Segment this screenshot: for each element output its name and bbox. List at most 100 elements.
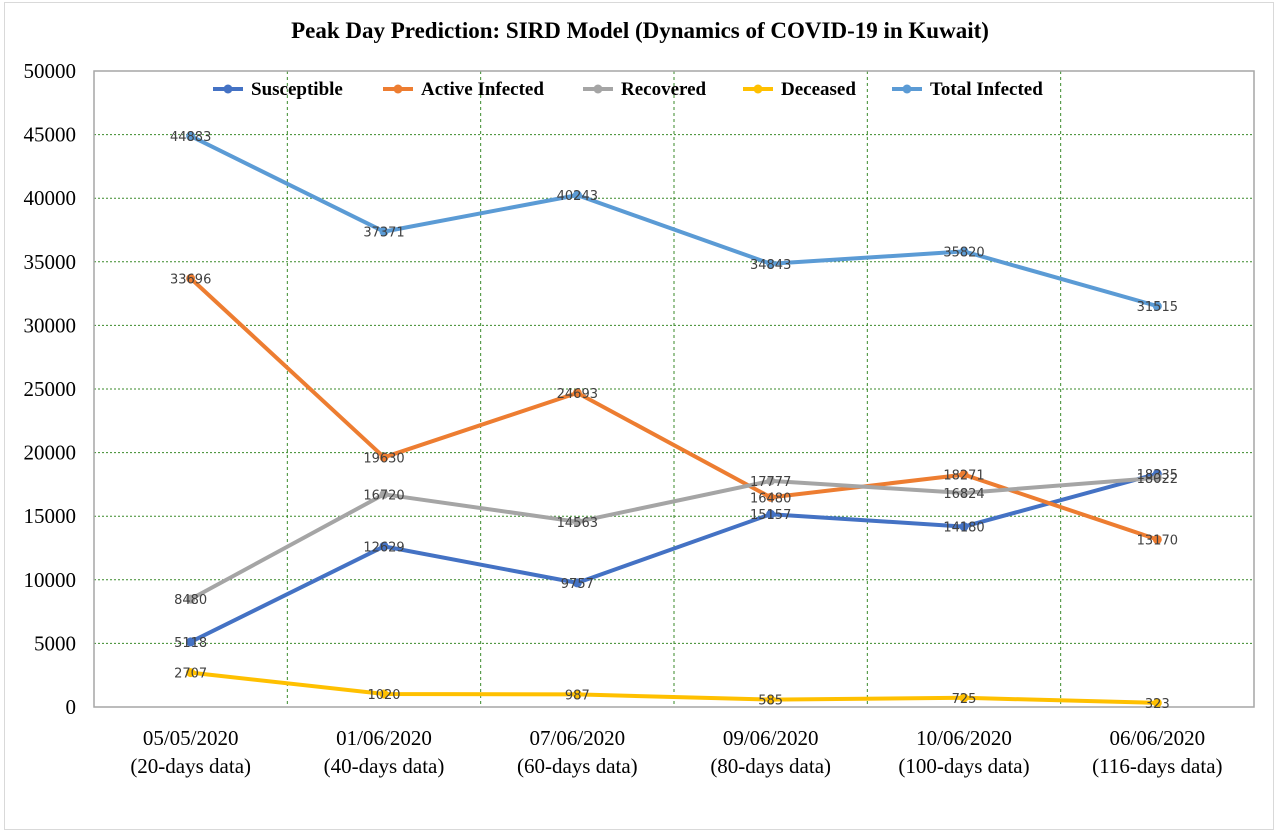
data-point-susceptible (572, 578, 582, 588)
legend-label-active-infected: Active Infected (421, 79, 544, 100)
data-label-total-infected: 40243 (557, 189, 598, 204)
legend-marker-susceptible (223, 84, 233, 94)
data-label-active-infected: 33696 (170, 272, 211, 287)
legend-label-deceased: Deceased (781, 79, 856, 100)
x-tick-label: 05/05/2020 (143, 726, 239, 750)
x-tick-sublabel: (20-days data) (130, 754, 251, 778)
x-tick-label: 09/06/2020 (723, 726, 819, 750)
data-label-recovered: 18022 (1137, 472, 1178, 487)
data-point-active-infected (379, 452, 389, 462)
series-line-recovered (188, 475, 1160, 602)
data-point-susceptible (186, 637, 196, 647)
data-label-deceased: 725 (952, 692, 977, 707)
data-label-recovered: 16824 (943, 487, 984, 502)
data-point-deceased (572, 689, 582, 699)
data-label-total-infected: 37371 (363, 226, 404, 241)
legend-label-susceptible: Susceptible (251, 79, 343, 100)
data-point-recovered (572, 517, 582, 527)
data-label-active-infected: 18271 (943, 469, 984, 484)
y-tick-label: 40000 (24, 186, 77, 210)
legend: Susceptible Active Infected Recovered Decea… (213, 79, 1043, 100)
data-point-recovered (766, 476, 776, 486)
y-tick-label: 50000 (24, 59, 77, 83)
x-tick-sublabel: (100-days data) (898, 754, 1029, 778)
y-tick-label: 10000 (24, 568, 77, 592)
data-point-deceased (379, 689, 389, 699)
data-point-total-infected (572, 190, 582, 200)
data-point-active-infected (959, 470, 969, 480)
data-label-deceased: 2707 (174, 667, 207, 682)
legend-marker-total-infected (902, 84, 912, 94)
legend-label-total-infected: Total Infected (930, 79, 1043, 100)
data-point-recovered (1152, 473, 1162, 483)
x-axis: 05/05/2020 (20-days data) 01/06/2020 (40-da… (130, 726, 1222, 778)
series-lines (188, 134, 1160, 705)
data-point-recovered (186, 594, 196, 604)
data-labels: 5118 12629 9757 15157 14180 18335 33696 19630 24… (170, 130, 1178, 712)
data-label-recovered: 14563 (557, 516, 598, 531)
x-tick-label: 01/06/2020 (336, 726, 432, 750)
series-line-total-infected (188, 134, 1160, 309)
y-tick-label: 45000 (24, 123, 77, 147)
data-label-deceased: 585 (758, 694, 783, 709)
data-label-susceptible: 15157 (750, 508, 791, 523)
x-tick-label: 06/06/2020 (1109, 726, 1205, 750)
data-label-recovered: 16720 (363, 488, 404, 503)
data-label-recovered: 17777 (750, 475, 791, 490)
data-label-susceptible: 14180 (943, 521, 984, 536)
data-label-recovered: 8480 (174, 593, 207, 608)
data-label-active-infected: 24693 (557, 387, 598, 402)
data-label-total-infected: 44883 (170, 130, 211, 145)
y-tick-label: 35000 (24, 250, 77, 274)
legend-marker-recovered (593, 84, 603, 94)
y-axis: 0 5000 10000 15000 20000 25000 30000 35000 40000… (24, 59, 77, 719)
data-label-susceptible: 12629 (363, 540, 404, 555)
data-point-active-infected (1152, 534, 1162, 544)
y-tick-label: 20000 (24, 441, 77, 465)
data-point-active-infected (186, 273, 196, 283)
series-line-active-infected (188, 276, 1160, 542)
data-point-deceased (959, 693, 969, 703)
x-tick-sublabel: (80-days data) (710, 754, 831, 778)
data-label-susceptible: 9757 (561, 577, 594, 592)
legend-label-recovered: Recovered (621, 79, 707, 100)
data-label-susceptible: 18335 (1137, 468, 1178, 483)
data-point-recovered (959, 488, 969, 498)
data-point-susceptible (959, 522, 969, 532)
data-label-active-infected: 16480 (750, 491, 791, 506)
data-point-susceptible (766, 509, 776, 519)
series-line-susceptible (188, 471, 1160, 644)
chart-title: Peak Day Prediction: SIRD Model (Dynamic… (291, 18, 989, 43)
data-point-recovered (379, 489, 389, 499)
x-tick-label: 07/06/2020 (529, 726, 625, 750)
data-label-total-infected: 34843 (750, 258, 791, 273)
y-tick-label: 30000 (24, 313, 77, 337)
legend-marker-deceased (753, 84, 763, 94)
data-point-total-infected (1152, 301, 1162, 311)
x-tick-sublabel: (60-days data) (517, 754, 638, 778)
data-point-total-infected (959, 246, 969, 256)
data-label-active-infected: 13170 (1137, 533, 1178, 548)
x-tick-sublabel: (116-days data) (1092, 754, 1222, 778)
data-label-active-infected: 19630 (363, 451, 404, 466)
x-tick-sublabel: (40-days data) (324, 754, 445, 778)
data-point-total-infected (186, 131, 196, 141)
legend-marker-active-infected (393, 84, 403, 94)
data-point-total-infected (766, 259, 776, 269)
data-point-deceased (1152, 698, 1162, 708)
y-tick-label: 25000 (24, 377, 77, 401)
series-line-deceased (188, 670, 1160, 705)
data-point-susceptible (379, 541, 389, 551)
grid (94, 71, 1254, 707)
data-label-total-infected: 31515 (1137, 300, 1178, 315)
data-point-deceased (186, 668, 196, 678)
data-point-total-infected (379, 227, 389, 237)
chart-frame (4, 2, 1274, 830)
data-label-deceased: 323 (1145, 697, 1170, 712)
y-tick-label: 5000 (34, 631, 76, 655)
series-markers (186, 131, 1162, 708)
y-tick-label: 0 (66, 695, 77, 719)
y-tick-label: 15000 (24, 504, 77, 528)
data-point-active-infected (766, 492, 776, 502)
